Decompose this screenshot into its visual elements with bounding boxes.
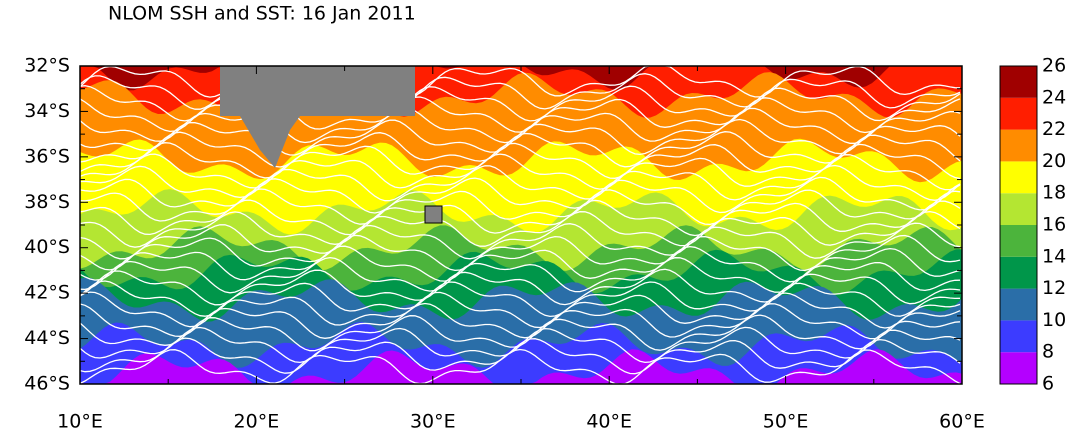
colorbar-label: 12 — [1042, 277, 1066, 299]
ssh-contour — [79, 291, 961, 329]
lon-label: 20°E — [234, 411, 280, 433]
ssh-contour — [79, 302, 961, 340]
colorbar-swatch — [1000, 129, 1037, 162]
lon-label: 60°E — [939, 411, 985, 433]
colorbar-frame — [999, 65, 1038, 385]
lat-label: 38°S — [24, 191, 70, 213]
lat-label: 42°S — [24, 282, 70, 304]
colorbar-swatch — [1000, 66, 1037, 98]
colorbar-label: 22 — [1042, 118, 1066, 140]
colorbar-swatch — [1000, 288, 1037, 321]
lat-label: 44°S — [24, 327, 70, 349]
colorbar-label: 20 — [1042, 150, 1066, 172]
ssh-contour — [79, 326, 961, 364]
lon-label: 50°E — [763, 411, 809, 433]
ssh-contour — [79, 348, 961, 385]
colorbar-swatch — [1000, 256, 1037, 289]
ssh-contour — [79, 142, 961, 180]
marker-box — [424, 205, 443, 224]
ssh-contour — [79, 210, 961, 248]
colorbar-swatch — [1000, 352, 1037, 384]
land-mask — [220, 66, 415, 116]
ssh-contour — [79, 222, 961, 260]
land-mask — [240, 116, 300, 168]
colorbar-label: 10 — [1042, 309, 1066, 331]
ssh-contour — [79, 234, 961, 272]
ssh-contour — [79, 256, 961, 294]
colorbar-label: 14 — [1042, 245, 1066, 267]
colorbar-label: 24 — [1042, 86, 1066, 108]
lon-label: 40°E — [586, 411, 632, 433]
sst-field — [80, 66, 962, 384]
ssh-contour — [79, 164, 961, 202]
colorbar-swatch — [1000, 225, 1037, 257]
ssh-contour — [79, 337, 961, 375]
lat-label: 34°S — [24, 100, 70, 122]
colorbar-swatch — [1000, 193, 1037, 225]
lat-label: 36°S — [24, 145, 70, 167]
ssh-contour — [79, 176, 961, 214]
colorbar-swatch — [1000, 161, 1037, 194]
colorbar-swatch — [1000, 320, 1037, 353]
ssh-contours — [79, 65, 961, 385]
lon-label: 30°E — [410, 411, 456, 433]
lat-label: 46°S — [24, 373, 70, 395]
lat-label: 40°S — [24, 236, 70, 258]
ssh-contour — [79, 131, 961, 168]
colorbar-label: 6 — [1042, 373, 1054, 395]
colorbar-label: 18 — [1042, 182, 1066, 204]
title: NLOM SSH and SST: 16 Jan 2011 — [108, 3, 416, 25]
ssh-contour — [79, 268, 961, 306]
lat-label: 32°S — [24, 55, 70, 77]
colorbar-label: 26 — [1042, 55, 1066, 77]
ssh-contour — [79, 199, 961, 237]
colorbar-label: 16 — [1042, 214, 1066, 236]
lon-label: 10°E — [57, 411, 103, 433]
ssh-contour — [79, 107, 961, 144]
colorbar-swatch — [1000, 97, 1037, 130]
colorbar-label: 8 — [1042, 341, 1054, 363]
sst-band — [80, 322, 962, 384]
